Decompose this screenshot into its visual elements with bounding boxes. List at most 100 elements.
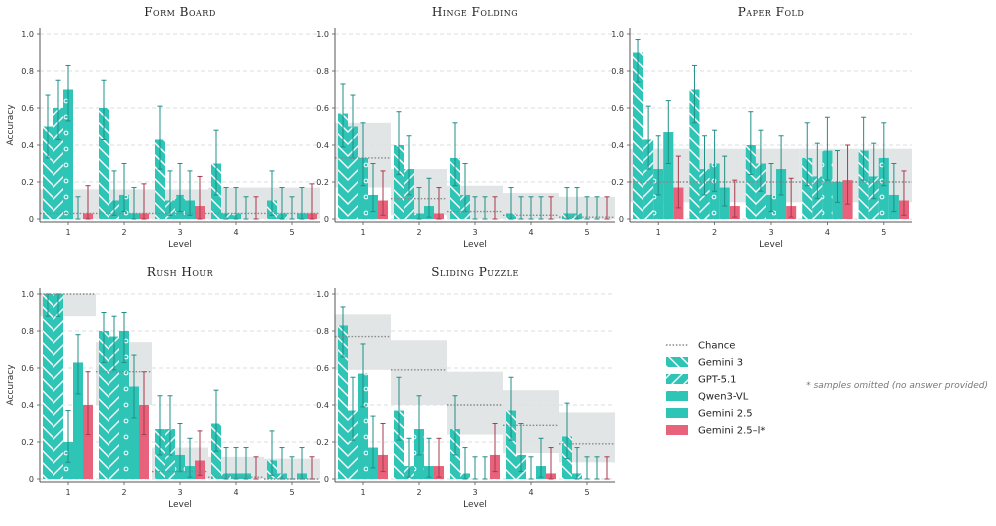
x-tick-label: 1 bbox=[656, 228, 661, 237]
y-tick-label: 0.4 bbox=[316, 141, 329, 150]
bar-gemini3 bbox=[858, 150, 869, 219]
x-axis-label: Level bbox=[463, 500, 487, 510]
y-tick-label: 1.0 bbox=[21, 290, 34, 299]
y-tick-label: 0.6 bbox=[316, 104, 329, 113]
y-tick-label: 0.8 bbox=[21, 327, 34, 336]
legend-label: Qwen3-VL bbox=[698, 392, 749, 403]
bar-gemini3 bbox=[155, 139, 165, 219]
panel-title: Hinge Folding bbox=[432, 5, 518, 19]
y-tick-label: 0 bbox=[324, 215, 329, 224]
panel-rush-hour: 0 0.2 0.4 0.6 0.8 1.0 1 2 3 4 5 Level Accuracy Rush H… bbox=[6, 265, 320, 510]
y-tick-label: 0.4 bbox=[611, 141, 624, 150]
bar-qwen3vl bbox=[358, 157, 368, 219]
bar-gemini25l bbox=[139, 405, 149, 479]
bar-gpt51 bbox=[53, 294, 63, 479]
bar-gemini25 bbox=[129, 386, 139, 479]
y-tick-label: 0.8 bbox=[21, 67, 34, 76]
bar-gemini3 bbox=[43, 126, 53, 219]
bar-gemini25l bbox=[83, 405, 93, 479]
y-tick-label: 1.0 bbox=[316, 290, 329, 299]
bar-gpt51 bbox=[348, 126, 358, 219]
y-tick-label: 0.6 bbox=[611, 104, 624, 113]
legend-label: Chance bbox=[698, 341, 735, 352]
x-tick-label: 4 bbox=[233, 228, 238, 237]
x-tick-label: 1 bbox=[65, 488, 70, 497]
legend-label: Gemini 3 bbox=[698, 358, 743, 369]
legend-swatch bbox=[666, 374, 688, 384]
y-tick-label: 0.6 bbox=[316, 364, 329, 373]
bar-qwen3vl bbox=[358, 373, 368, 479]
bar-gpt51 bbox=[348, 410, 358, 479]
y-tick-label: 0 bbox=[29, 215, 34, 224]
y-axis-label: Accuracy bbox=[6, 104, 16, 146]
legend-item-chance: Chance bbox=[666, 341, 735, 352]
bar-gemini3 bbox=[506, 410, 516, 479]
bar-gemini3 bbox=[689, 89, 700, 219]
x-tick-label: 4 bbox=[825, 228, 830, 237]
x-tick-label: 3 bbox=[472, 228, 477, 237]
y-tick-label: 0.2 bbox=[21, 178, 34, 187]
y-tick-label: 1.0 bbox=[611, 30, 624, 39]
y-tick-label: 0.2 bbox=[316, 178, 329, 187]
y-tick-label: 0.6 bbox=[21, 364, 34, 373]
bar-gemini3 bbox=[450, 157, 460, 219]
legend-item-qwen3vl: Qwen3-VL bbox=[666, 391, 749, 403]
bar-gpt51 bbox=[53, 108, 63, 219]
bar-qwen3vl bbox=[63, 89, 73, 219]
bar-gpt51 bbox=[109, 336, 119, 479]
legend-swatch bbox=[666, 425, 688, 435]
x-axis-label: Level bbox=[463, 240, 487, 250]
x-tick-label: 2 bbox=[416, 228, 421, 237]
y-tick-label: 0.8 bbox=[316, 327, 329, 336]
legend-swatch bbox=[666, 357, 688, 367]
legend-label: Gemini 2.5–l* bbox=[698, 426, 765, 437]
y-tick-label: 0.6 bbox=[21, 104, 34, 113]
y-tick-label: 0.4 bbox=[316, 401, 329, 410]
bar-gemini3 bbox=[338, 113, 348, 219]
x-tick-label: 2 bbox=[121, 488, 126, 497]
panel-paper-fold: 0 0.2 0.4 0.6 0.8 1.0 1 2 3 4 5 Level Paper Fold bbox=[611, 5, 912, 250]
x-axis-label: Level bbox=[759, 240, 783, 250]
x-tick-label: 4 bbox=[233, 488, 238, 497]
x-tick-label: 5 bbox=[584, 228, 589, 237]
bar-gemini3 bbox=[99, 108, 109, 219]
panel-title: Form Board bbox=[144, 5, 216, 19]
legend-item-gemini3: Gemini 3 bbox=[666, 357, 743, 369]
bar-gemini3 bbox=[394, 145, 404, 219]
y-tick-label: 0.8 bbox=[316, 67, 329, 76]
y-tick-label: 0 bbox=[619, 215, 624, 224]
bar-qwen3vl bbox=[822, 150, 833, 219]
x-tick-label: 3 bbox=[177, 488, 182, 497]
legend: Chance Gemini 3 GPT-5.1 Qwen3-VL Gemini 2.5 G… bbox=[666, 341, 765, 437]
x-tick-label: 1 bbox=[360, 228, 365, 237]
y-tick-label: 1.0 bbox=[316, 30, 329, 39]
y-tick-label: 0.2 bbox=[21, 438, 34, 447]
bar-gemini3 bbox=[338, 325, 348, 479]
bar-gemini3 bbox=[99, 331, 109, 479]
x-tick-label: 5 bbox=[289, 488, 294, 497]
x-axis-label: Level bbox=[168, 240, 192, 250]
x-tick-label: 2 bbox=[121, 228, 126, 237]
legend-label: Gemini 2.5 bbox=[698, 409, 753, 420]
y-tick-label: 0.2 bbox=[316, 438, 329, 447]
bar-gemini3 bbox=[802, 157, 813, 219]
panel-sliding-puzzle: 0 0.2 0.4 0.6 0.8 1.0 1 2 3 4 5 Level Sliding Puzzle bbox=[316, 265, 615, 510]
x-axis-label: Level bbox=[168, 500, 192, 510]
y-tick-label: 0.8 bbox=[611, 67, 624, 76]
bar-gpt51 bbox=[643, 139, 654, 219]
panel-title: Paper Fold bbox=[738, 5, 805, 19]
x-tick-label: 4 bbox=[528, 488, 533, 497]
chance-band bbox=[447, 371, 503, 435]
bar-gemini3 bbox=[633, 52, 644, 219]
bar-gemini3 bbox=[394, 410, 404, 479]
x-tick-label: 2 bbox=[416, 488, 421, 497]
y-tick-label: 1.0 bbox=[21, 30, 34, 39]
x-tick-label: 5 bbox=[881, 228, 886, 237]
panel-hinge-folding: 0 0.2 0.4 0.6 0.8 1.0 1 2 3 4 5 Level Hinge Folding bbox=[316, 5, 615, 250]
legend-item-gemini25: Gemini 2.5 bbox=[666, 408, 753, 420]
x-tick-label: 3 bbox=[177, 228, 182, 237]
bar-qwen3vl bbox=[878, 157, 889, 219]
x-tick-label: 1 bbox=[360, 488, 365, 497]
legend-item-gpt51: GPT-5.1 bbox=[666, 374, 736, 386]
x-tick-label: 5 bbox=[289, 228, 294, 237]
